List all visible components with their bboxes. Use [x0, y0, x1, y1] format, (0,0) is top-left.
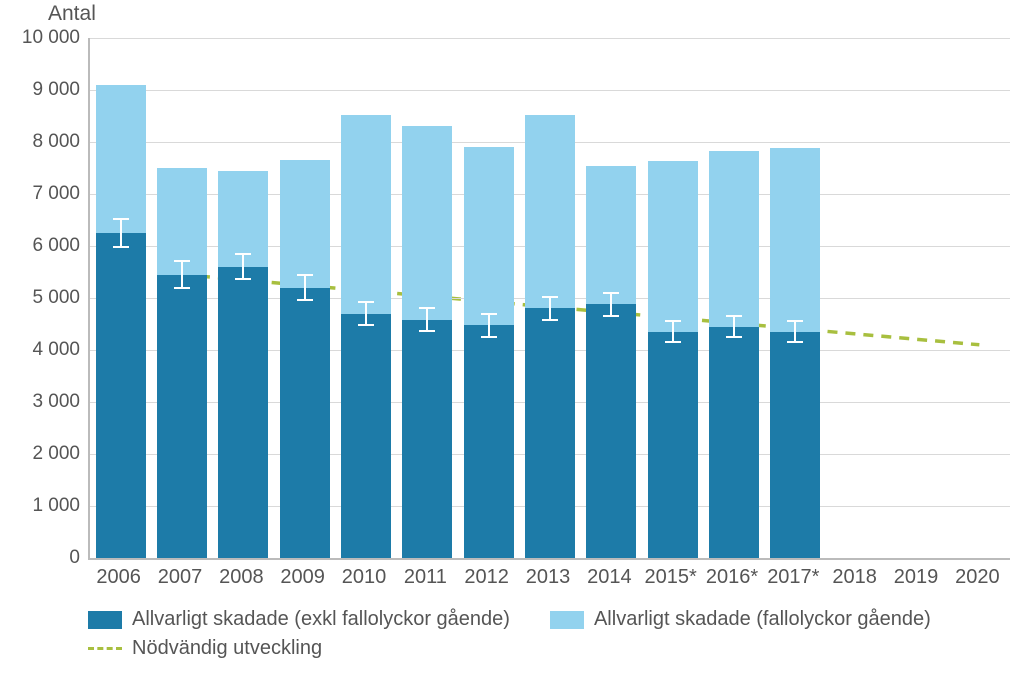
bar-segment-bottom	[586, 304, 636, 558]
y-tick-label: 3 000	[0, 391, 80, 413]
y-tick-label: 1 000	[0, 495, 80, 517]
bar	[648, 38, 698, 558]
y-tick-label: 6 000	[0, 235, 80, 257]
x-tick-label: 2016*	[706, 566, 758, 589]
y-axis-title: Antal	[48, 2, 96, 26]
bar-segment-bottom	[218, 267, 268, 558]
bar	[96, 38, 146, 558]
x-tick-label: 2015*	[645, 566, 697, 589]
bar	[525, 38, 575, 558]
bar	[157, 38, 207, 558]
bar-segment-bottom	[770, 332, 820, 558]
y-tick-label: 5 000	[0, 287, 80, 309]
bar-segment-bottom	[341, 314, 391, 558]
legend-swatch-dash	[88, 647, 122, 650]
y-tick-label: 10 000	[0, 27, 80, 49]
chart-container: Antal 0 1 000 2 000 3 000 4 000 5 000 6 000 7 0…	[0, 0, 1024, 686]
bar	[280, 38, 330, 558]
legend-swatch	[88, 611, 122, 629]
legend-item: Nödvändig utveckling	[88, 637, 322, 660]
x-tick-label: 2013	[526, 566, 571, 589]
x-tick-label: 2009	[280, 566, 325, 589]
bar-segment-bottom	[280, 288, 330, 558]
x-tick-label: 2017*	[767, 566, 819, 589]
y-tick-label: 8 000	[0, 131, 80, 153]
legend-label: Nödvändig utveckling	[132, 637, 322, 660]
x-tick-label: 2011	[404, 566, 447, 589]
x-tick-label: 2008	[219, 566, 264, 589]
bar-segment-bottom	[464, 325, 514, 558]
bar-segment-bottom	[709, 327, 759, 558]
x-tick-label: 2018	[832, 566, 877, 589]
y-tick-label: 9 000	[0, 79, 80, 101]
bar	[341, 38, 391, 558]
x-tick-label: 2014	[587, 566, 632, 589]
x-tick-label: 2010	[342, 566, 387, 589]
bar-segment-bottom	[402, 320, 452, 558]
y-tick-label: 0	[0, 547, 80, 569]
x-tick-label: 2012	[464, 566, 509, 589]
bar	[586, 38, 636, 558]
x-tick-label: 2007	[158, 566, 203, 589]
legend-label: Allvarligt skadade (fallolyckor gående)	[594, 608, 931, 631]
x-axis-ticks: 2006 2007 2008 2009 2010 2011 2012 2013 2014 2015…	[88, 562, 1008, 592]
y-tick-label: 4 000	[0, 339, 80, 361]
bar-segment-bottom	[157, 275, 207, 558]
legend: Allvarligt skadade (exkl fallolyckor gåe…	[88, 608, 1008, 666]
legend-item: Allvarligt skadade (exkl fallolyckor gåe…	[88, 608, 510, 631]
bar	[218, 38, 268, 558]
legend-swatch	[550, 611, 584, 629]
x-tick-label: 2006	[96, 566, 141, 589]
bar-segment-bottom	[648, 332, 698, 558]
bar	[402, 38, 452, 558]
bar	[709, 38, 759, 558]
x-tick-label: 2019	[894, 566, 939, 589]
bar-segment-bottom	[525, 308, 575, 558]
plot-area	[88, 38, 1010, 560]
bar	[770, 38, 820, 558]
legend-item: Allvarligt skadade (fallolyckor gående)	[550, 608, 931, 631]
y-tick-label: 2 000	[0, 443, 80, 465]
y-tick-label: 7 000	[0, 183, 80, 205]
x-tick-label: 2020	[955, 566, 1000, 589]
bar-segment-bottom	[96, 233, 146, 558]
legend-label: Allvarligt skadade (exkl fallolyckor gåe…	[132, 608, 510, 631]
bar	[464, 38, 514, 558]
